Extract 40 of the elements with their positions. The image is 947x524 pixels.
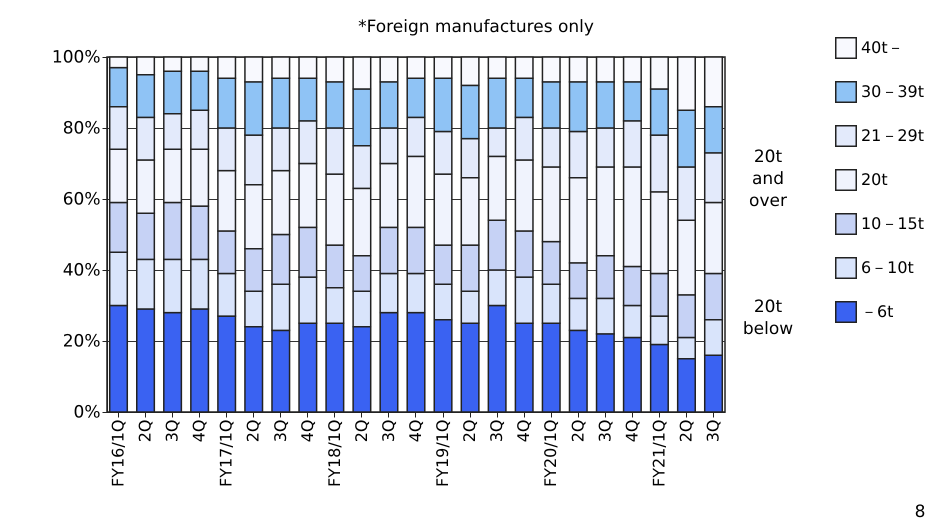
x-tick-label: 4Q xyxy=(622,420,642,442)
x-tick-label: 2Q xyxy=(244,420,263,442)
x-tick-label: 3Q xyxy=(704,420,723,442)
y-tick-label: 20% xyxy=(62,332,100,352)
x-tick-label: FY16/1Q xyxy=(108,420,128,487)
legend-label: 6－10t xyxy=(861,258,914,277)
legend-label: 10－15t xyxy=(861,214,924,233)
legend-label: 21－29t xyxy=(861,126,924,145)
x-tick-label: 3Q xyxy=(270,420,290,442)
x-tick-label: 3Q xyxy=(162,420,182,442)
y-tick-label: 0% xyxy=(74,402,100,422)
text: *Foreign manufactures only xyxy=(358,17,594,37)
legend-label: －6t xyxy=(861,302,894,321)
x-tick-label: 4Q xyxy=(298,420,317,442)
x-tick-label: FY20/1Q xyxy=(541,420,560,487)
x-tick-label: 2Q xyxy=(352,420,371,442)
x-tick-label: 2Q xyxy=(460,420,480,442)
legend-label: 30－39t xyxy=(861,82,924,101)
x-tick-label: 4Q xyxy=(406,420,425,442)
x-tick-label: 4Q xyxy=(190,420,209,442)
x-tick-label: FY18/1Q xyxy=(324,420,344,487)
legend-label: 40t－ xyxy=(861,38,904,57)
y-tick-label: 80% xyxy=(62,118,100,138)
x-tick-label: 3Q xyxy=(487,420,506,442)
y-tick-label: 100% xyxy=(52,48,100,68)
x-tick-label: 4Q xyxy=(514,420,534,442)
y-tick-label: 40% xyxy=(62,260,100,280)
x-tick-label: 2Q xyxy=(568,420,588,442)
text: 8 xyxy=(914,502,926,522)
x-tick-label: 3Q xyxy=(595,420,614,442)
x-tick-label: 2Q xyxy=(136,420,155,442)
x-tick-label: FY17/1Q xyxy=(216,420,236,487)
x-tick-label: FY19/1Q xyxy=(433,420,452,487)
x-tick-label: 3Q xyxy=(378,420,398,442)
x-tick-label: 2Q xyxy=(676,420,696,442)
x-tick-label: FY21/1Q xyxy=(649,420,668,487)
legend-label: 20t xyxy=(861,170,888,189)
y-tick-label: 60% xyxy=(62,190,100,210)
text: 20t below xyxy=(742,297,794,339)
text: 20t and over xyxy=(749,147,787,211)
